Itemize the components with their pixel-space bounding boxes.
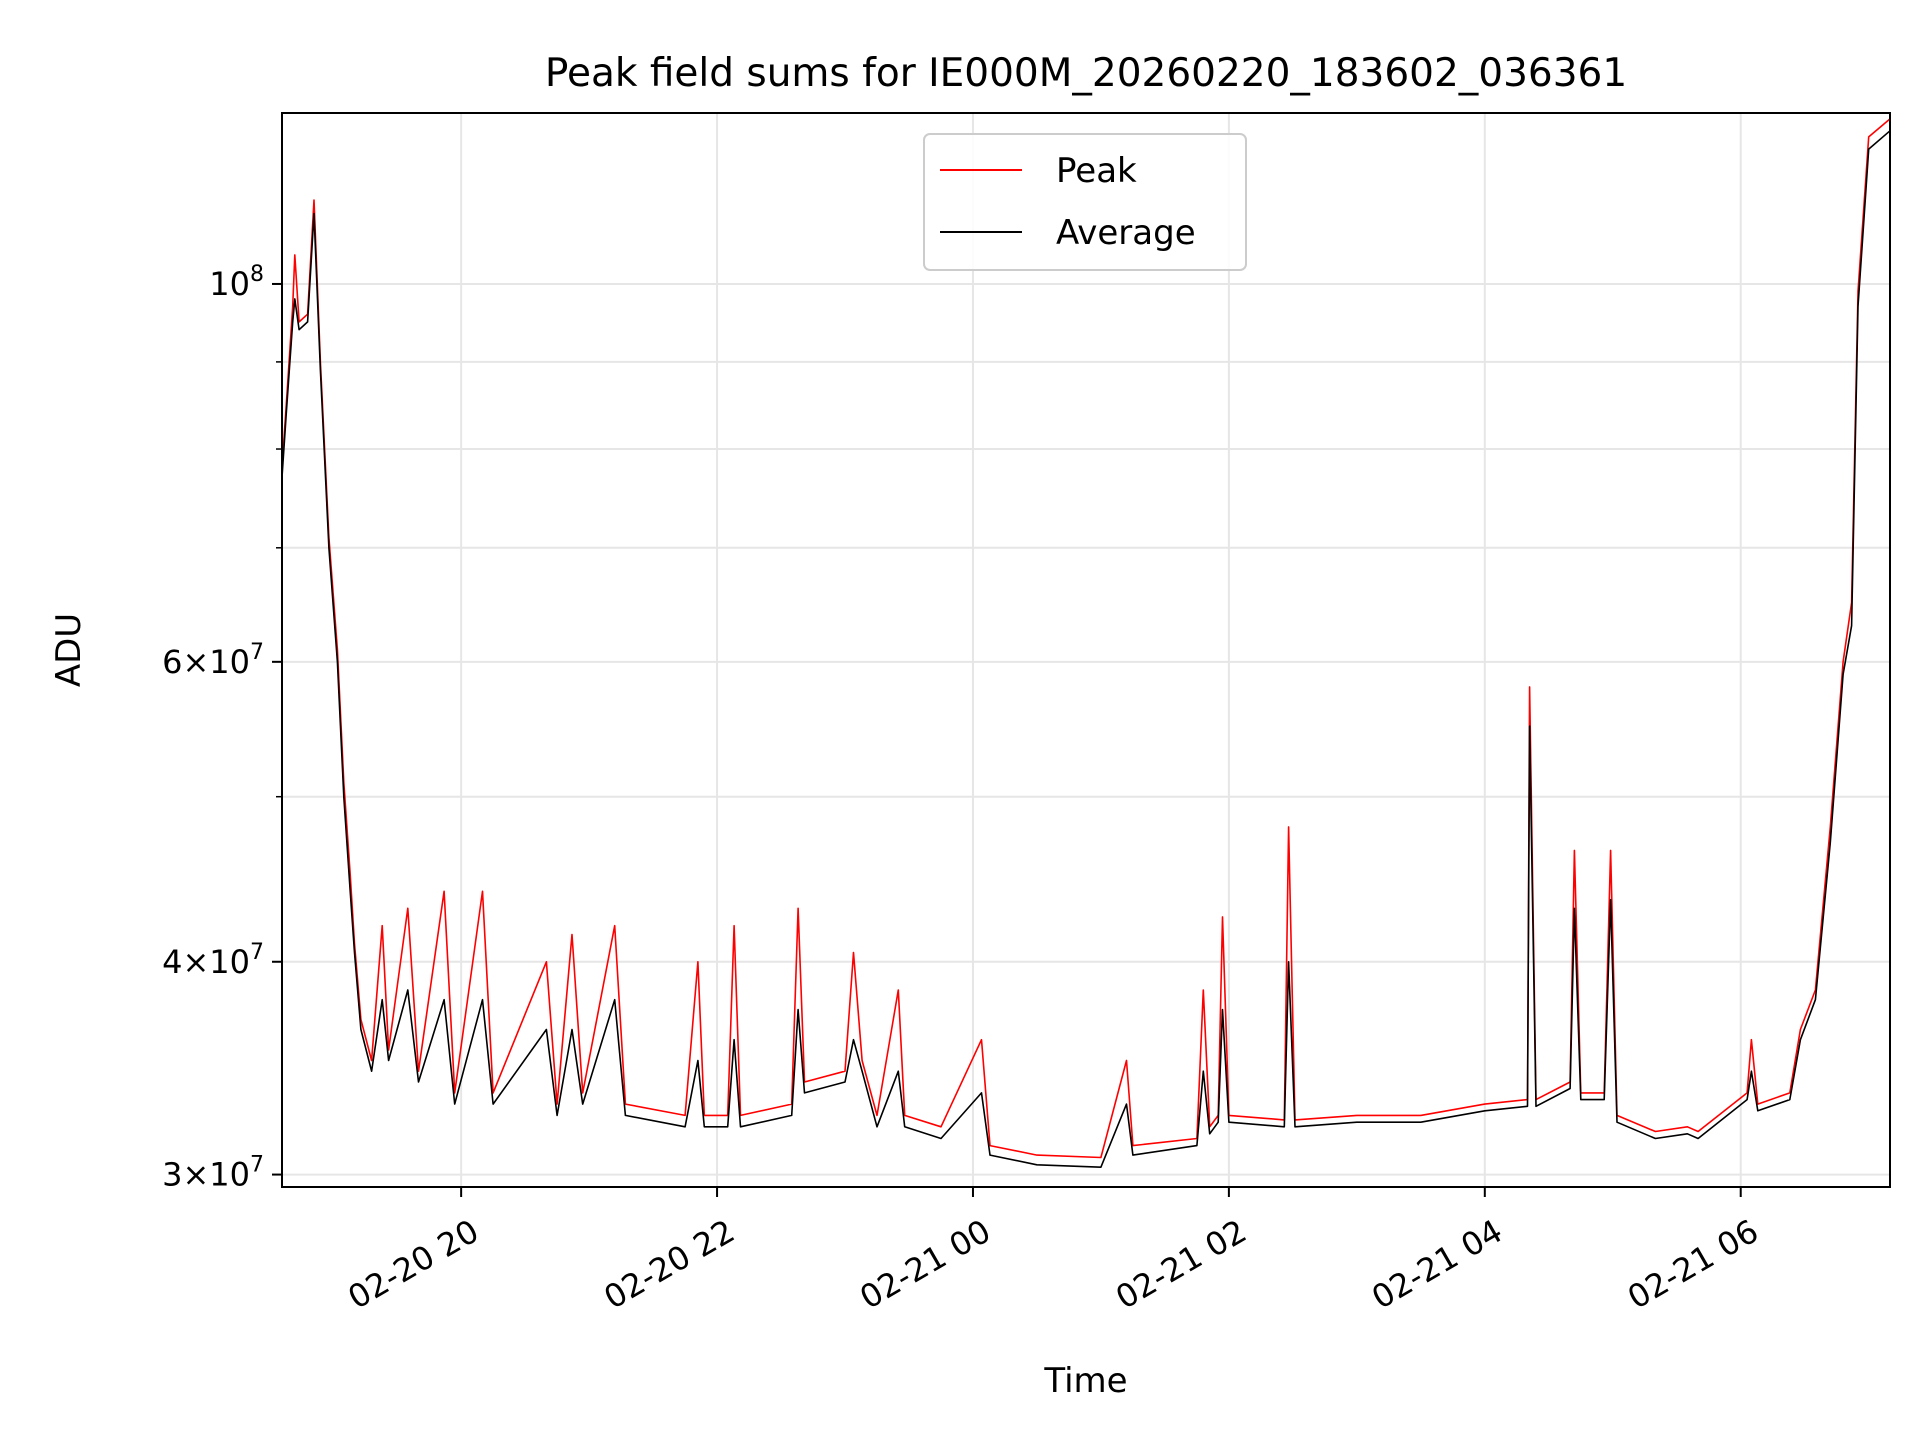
grid	[282, 113, 1890, 1187]
y-tick-label: 4×107	[162, 940, 264, 981]
y-tick-label: 6×107	[162, 640, 264, 681]
y-axis: 3×107 4×107 6×107 108	[162, 262, 282, 1194]
series-layer	[281, 118, 1891, 1168]
y-axis-label: ADU	[49, 613, 89, 687]
legend-label-average: Average	[1056, 213, 1196, 253]
series-line-average	[281, 130, 1891, 1168]
legend-box	[923, 133, 1247, 271]
plot-frame	[281, 112, 1891, 1188]
series-line-peak	[281, 118, 1891, 1159]
chart-title: Peak field sums for IE000M_20260220_1836…	[545, 51, 1627, 96]
y-tick-label: 108	[209, 262, 264, 303]
x-axis-label: Time	[1043, 1361, 1127, 1401]
legend: Peak Average	[923, 133, 1247, 271]
y-tick-label: 3×107	[162, 1153, 264, 1194]
legend-label-peak: Peak	[1056, 151, 1137, 191]
